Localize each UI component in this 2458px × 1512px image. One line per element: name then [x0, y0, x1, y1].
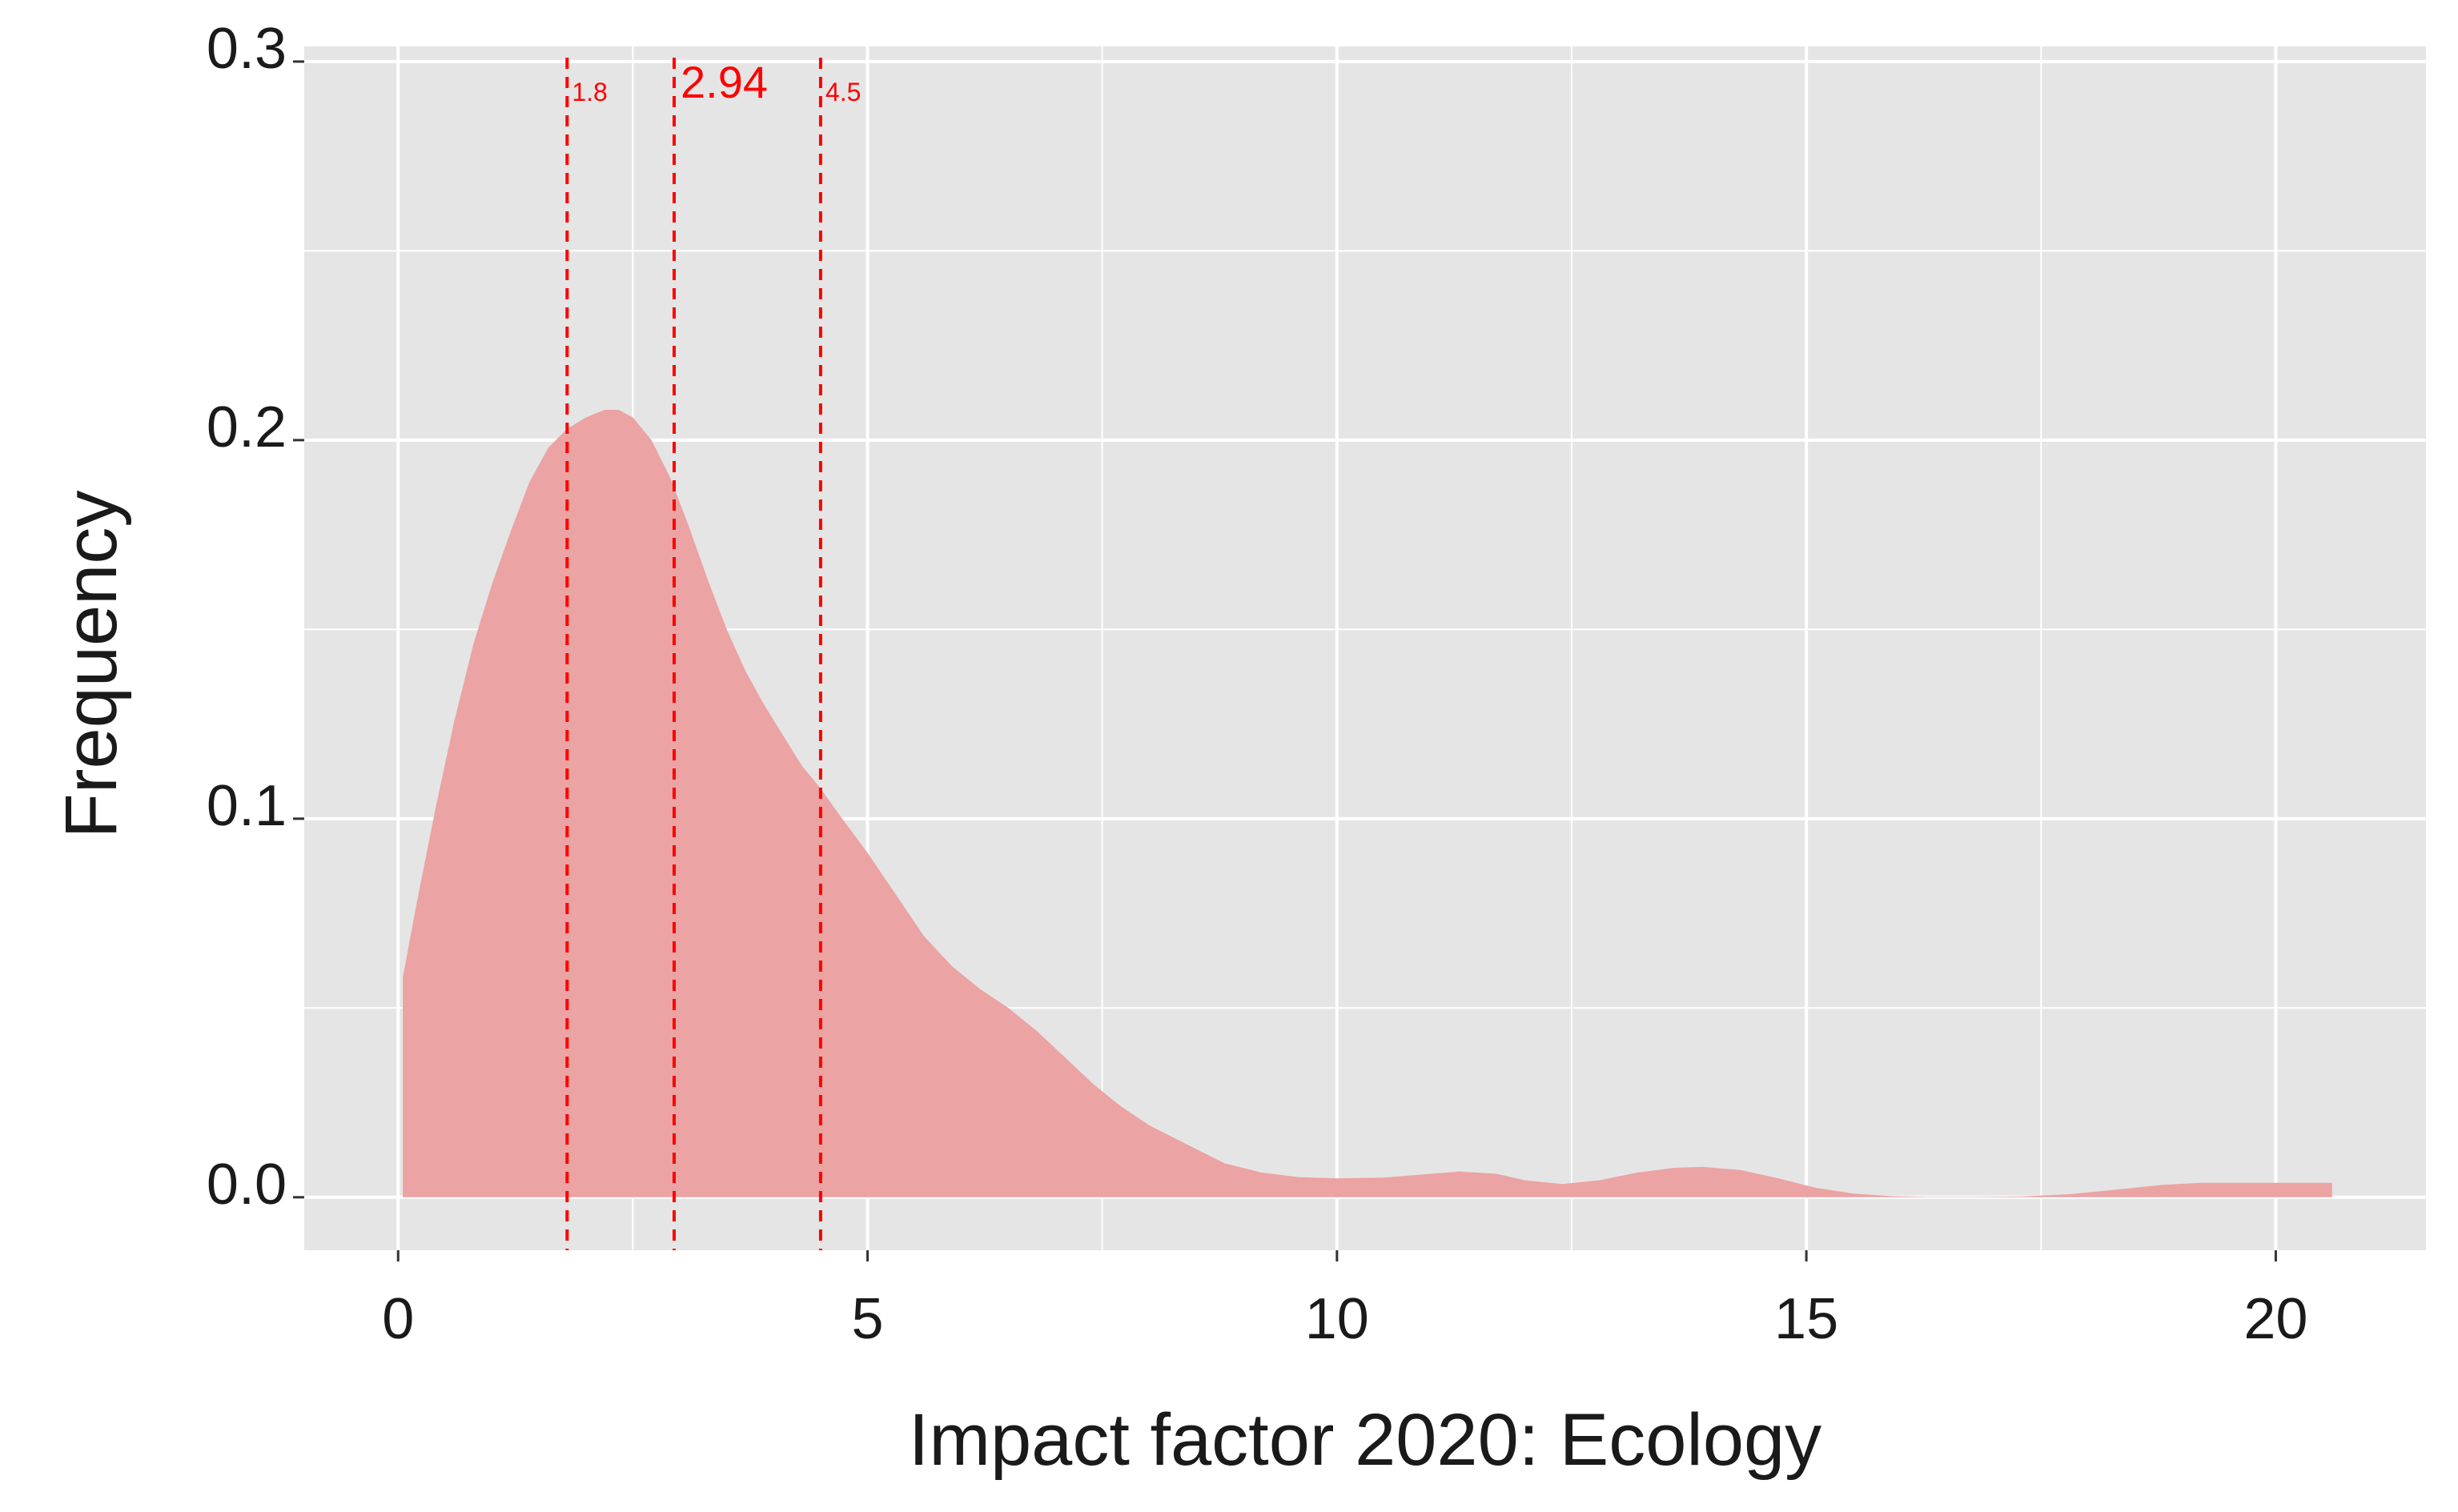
- x-tick-label: 10: [1305, 1287, 1369, 1351]
- y-tick-label: 0.1: [207, 774, 287, 838]
- x-tick-label: 0: [382, 1287, 414, 1351]
- x-tick-label: 15: [1774, 1287, 1838, 1351]
- density-area: [403, 410, 2332, 1197]
- x-axis-title: Impact factor 2020: Ecology: [909, 1399, 1821, 1481]
- y-tick-label: 0.0: [207, 1153, 287, 1217]
- y-axis: 0.0 0.1 0.2 0.3: [207, 17, 304, 1217]
- major-gridlines: [304, 46, 2426, 1250]
- reference-lines: 1.8 2.94 4.5: [565, 57, 861, 1250]
- y-tick-label: 0.2: [207, 395, 287, 459]
- minor-gridlines: [304, 46, 2426, 1250]
- x-axis: 0 5 10 15 20: [382, 1250, 2307, 1351]
- x-tick-label: 20: [2243, 1287, 2307, 1351]
- reference-line-label: 2.94: [681, 57, 768, 107]
- reference-line-label: 4.5: [825, 78, 861, 106]
- x-tick-label: 5: [852, 1287, 884, 1351]
- y-tick-label: 0.3: [207, 17, 287, 81]
- y-axis-title: Frequency: [50, 491, 132, 839]
- reference-line-label: 1.8: [572, 78, 607, 106]
